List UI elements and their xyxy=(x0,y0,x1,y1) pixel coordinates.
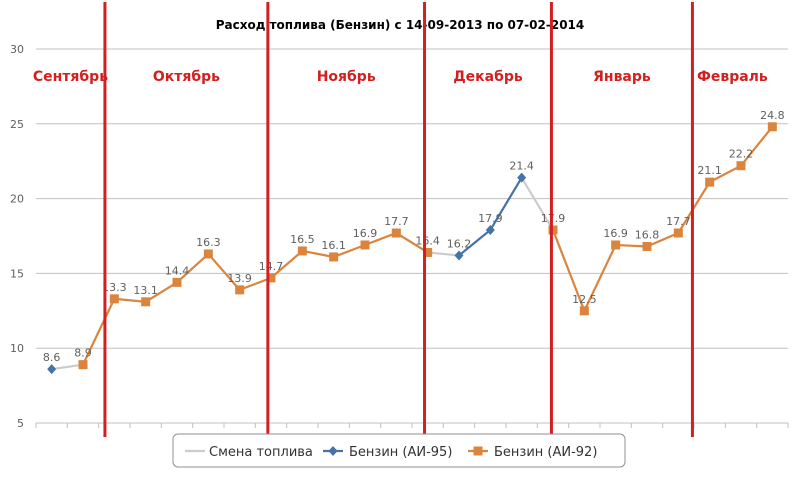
data-label: 12.5 xyxy=(572,293,597,306)
marker-ai92 xyxy=(736,161,746,171)
series-markers xyxy=(47,122,777,375)
data-label: 16.3 xyxy=(196,236,221,249)
data-label: 17.7 xyxy=(384,215,409,228)
month-label: Декабрь xyxy=(453,69,523,85)
y-tick-label-25: 25 xyxy=(10,118,24,131)
y-axis-tick-labels: 5 10 15 20 25 30 xyxy=(10,43,24,430)
series-line-ai92 xyxy=(551,126,774,314)
data-label: 13.1 xyxy=(133,284,158,297)
marker-ai92 xyxy=(673,228,683,238)
marker-ai92 xyxy=(705,177,715,187)
data-label: 16.4 xyxy=(415,234,440,247)
marker-ai92 xyxy=(235,285,245,295)
legend-item-label: Бензин (АИ-92) xyxy=(494,445,597,460)
marker-ai92 xyxy=(78,360,88,370)
y-tick-label-10: 10 xyxy=(10,342,24,355)
marker-ai92 xyxy=(391,228,401,238)
series-line-fuel-change xyxy=(427,251,460,257)
marker-ai92 xyxy=(266,273,276,283)
x-axis xyxy=(35,423,789,428)
marker-ai95 xyxy=(47,364,57,375)
data-label: 24.8 xyxy=(760,109,785,122)
series-line-fuel-change xyxy=(51,363,84,371)
data-label: 8.6 xyxy=(43,351,61,364)
month-dividers xyxy=(103,2,694,437)
marker-ai92 xyxy=(423,247,433,257)
data-label: 16.2 xyxy=(447,237,472,250)
month-label: Январь xyxy=(593,69,651,85)
data-label: 16.9 xyxy=(353,227,378,240)
chart-title: Расход топлива (Бензин) с 14-09-2013 по … xyxy=(216,18,585,32)
marker-ai95 xyxy=(517,172,527,183)
data-label: 13.3 xyxy=(102,281,127,294)
data-label: 14.7 xyxy=(259,260,284,273)
data-label: 14.4 xyxy=(165,264,190,277)
data-label: 17.9 xyxy=(478,212,503,225)
data-label: 13.9 xyxy=(227,272,252,285)
month-label: Сентябрь xyxy=(33,69,108,85)
marker-ai92 xyxy=(767,122,777,132)
legend: Смена топлива Бензин (АИ-95) Бензин (АИ-92… xyxy=(172,433,626,468)
month-label: Октябрь xyxy=(153,69,220,85)
data-label: 17.9 xyxy=(541,212,566,225)
data-labels: 8.6 8.9 13.3 13.1 14.4 16.3 13.9 14.7 16.5 16.1 16… xyxy=(43,109,785,364)
series-line-ai92 xyxy=(82,231,429,366)
y-tick-label-30: 30 xyxy=(10,43,24,56)
data-label: 8.9 xyxy=(74,347,92,360)
marker-ai92 xyxy=(548,225,558,235)
marker-ai92 xyxy=(172,277,182,287)
data-label: 16.5 xyxy=(290,233,315,246)
marker-ai92 xyxy=(642,241,652,251)
month-label: Февраль xyxy=(697,69,768,85)
marker-ai95 xyxy=(485,225,495,236)
data-label: 16.8 xyxy=(635,228,660,241)
marker-ai95 xyxy=(454,250,464,261)
marker-ai92 xyxy=(109,294,119,304)
marker-ai92 xyxy=(360,240,370,250)
legend-marker-diamond xyxy=(328,446,338,456)
month-label: Ноябрь xyxy=(317,69,376,85)
y-tick-label-15: 15 xyxy=(10,267,24,280)
legend-box xyxy=(172,433,626,468)
data-label: 21.4 xyxy=(509,160,534,173)
marker-ai92 xyxy=(203,249,213,259)
data-label: 22.2 xyxy=(729,148,754,161)
series-line-fuel-change xyxy=(520,177,554,231)
legend-item-label: Смена топлива xyxy=(209,445,313,460)
data-label: 16.1 xyxy=(321,239,346,252)
y-tick-label-20: 20 xyxy=(10,193,24,206)
marker-ai92 xyxy=(579,306,589,316)
marker-ai92 xyxy=(297,246,307,256)
legend-item-label: Бензин (АИ-95) xyxy=(349,445,452,460)
data-label: 16.9 xyxy=(603,227,628,240)
legend-marker-square xyxy=(473,446,483,456)
marker-ai92 xyxy=(141,297,151,307)
marker-ai92 xyxy=(611,240,621,250)
marker-ai92 xyxy=(329,252,339,262)
data-label: 21.1 xyxy=(697,164,722,177)
y-tick-label-5: 5 xyxy=(17,417,24,430)
month-labels: Сентябрь Октябрь Ноябрь Декабрь Январь Феврал… xyxy=(33,69,768,85)
data-label: 17.7 xyxy=(666,215,691,228)
series-lines xyxy=(51,126,774,371)
